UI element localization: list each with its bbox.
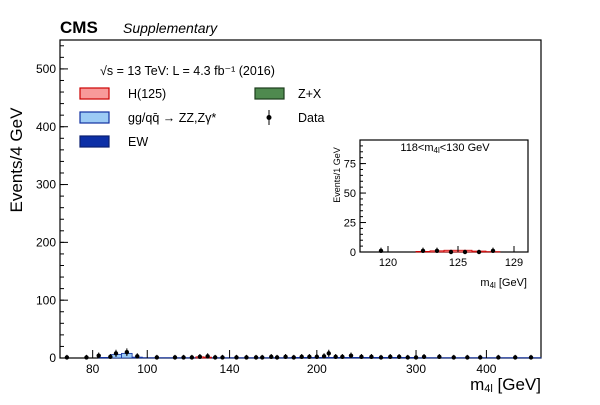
y-tick-label: 300 (36, 178, 56, 192)
x-tick-label: 80 (86, 362, 100, 376)
data-point (437, 355, 441, 359)
y-tick-label: 0 (49, 351, 56, 365)
data-point (114, 351, 118, 355)
data-point (529, 355, 533, 359)
data-point (421, 249, 425, 253)
legend-swatch (80, 136, 109, 147)
data-point (315, 355, 319, 359)
y-tick-label: 100 (36, 293, 56, 307)
x-tick-label: 125 (449, 257, 467, 269)
y-tick-label: 50 (344, 188, 356, 200)
data-point (108, 355, 112, 359)
x-tick-label: 120 (379, 257, 397, 269)
data-point (496, 355, 500, 359)
data-point (340, 355, 344, 359)
data-point (198, 355, 202, 359)
lumi-label: √s = 13 TeV: L = 4.3 fb⁻¹ (2016) (100, 64, 275, 78)
inset-y-label: Events/1 GeV (332, 147, 342, 203)
data-point (369, 355, 373, 359)
x-axis-label: m4l [GeV] (470, 375, 541, 395)
legend-label: EW (128, 135, 148, 149)
supplementary-label: Supplementary (123, 20, 218, 36)
data-point (205, 354, 209, 358)
data-point (491, 249, 495, 253)
data-point (283, 355, 287, 359)
legend-swatch (80, 112, 109, 123)
data-point (269, 355, 273, 359)
data-point (244, 355, 248, 359)
data-point (349, 353, 353, 357)
data-point (435, 249, 439, 253)
data-point (84, 355, 88, 359)
legend-label: Data (298, 111, 324, 125)
data-point (220, 355, 224, 359)
data-point (155, 355, 159, 359)
data-point (379, 355, 383, 359)
legend-marker (267, 115, 272, 120)
data-point (292, 355, 296, 359)
data-point (463, 250, 467, 254)
cms-label: CMS (60, 18, 98, 37)
data-point (388, 355, 392, 359)
x-tick-label: 300 (406, 362, 426, 376)
data-point (307, 355, 311, 359)
data-point (65, 355, 69, 359)
data-point (478, 355, 482, 359)
data-point (414, 355, 418, 359)
data-point (449, 250, 453, 254)
inset-x-label: m4l [GeV] (480, 277, 527, 290)
data-point (477, 250, 481, 254)
data-point (359, 355, 363, 359)
data-point (254, 355, 258, 359)
data-point (234, 355, 238, 359)
data-point (452, 355, 456, 359)
data-point (406, 355, 410, 359)
data-point (213, 355, 217, 359)
y-tick-label: 0 (350, 247, 356, 259)
inset-title: 118<m4l<130 GeV (400, 142, 490, 155)
x-tick-label: 100 (137, 362, 157, 376)
data-point (260, 355, 264, 359)
plot-frame (360, 140, 528, 252)
data-point (513, 355, 517, 359)
y-tick-label: 25 (344, 217, 356, 229)
data-point (125, 350, 129, 354)
data-point (327, 351, 331, 355)
legend-swatch (255, 88, 284, 99)
x-tick-label: 400 (476, 362, 496, 376)
y-tick-label: 400 (36, 120, 56, 134)
data-point (275, 355, 279, 359)
y-axis-label: Events/4 GeV (7, 107, 26, 213)
x-tick-label: 140 (220, 362, 240, 376)
data-point (322, 354, 326, 358)
y-tick-label: 500 (36, 62, 56, 76)
y-tick-label: 200 (36, 236, 56, 250)
data-point (190, 355, 194, 359)
data-point (97, 353, 101, 357)
data-point (299, 355, 303, 359)
data-point (173, 355, 177, 359)
data-point (379, 249, 383, 253)
y-tick-label: 75 (344, 158, 356, 170)
data-point (422, 355, 426, 359)
x-tick-label: 129 (505, 257, 523, 269)
data-point (181, 355, 185, 359)
data-point (397, 355, 401, 359)
legend-label: Z+X (298, 87, 322, 101)
data-point (465, 355, 469, 359)
legend-swatch (80, 88, 109, 99)
x-tick-label: 200 (307, 362, 327, 376)
inset-plot: 0 25 50 75 120 125 129 (344, 140, 528, 269)
data-point (135, 354, 139, 358)
legend-label: H(125) (128, 87, 166, 101)
legend-label: gg/qq̄ → ZZ,Zγ* (128, 111, 216, 125)
data-point (333, 355, 337, 359)
